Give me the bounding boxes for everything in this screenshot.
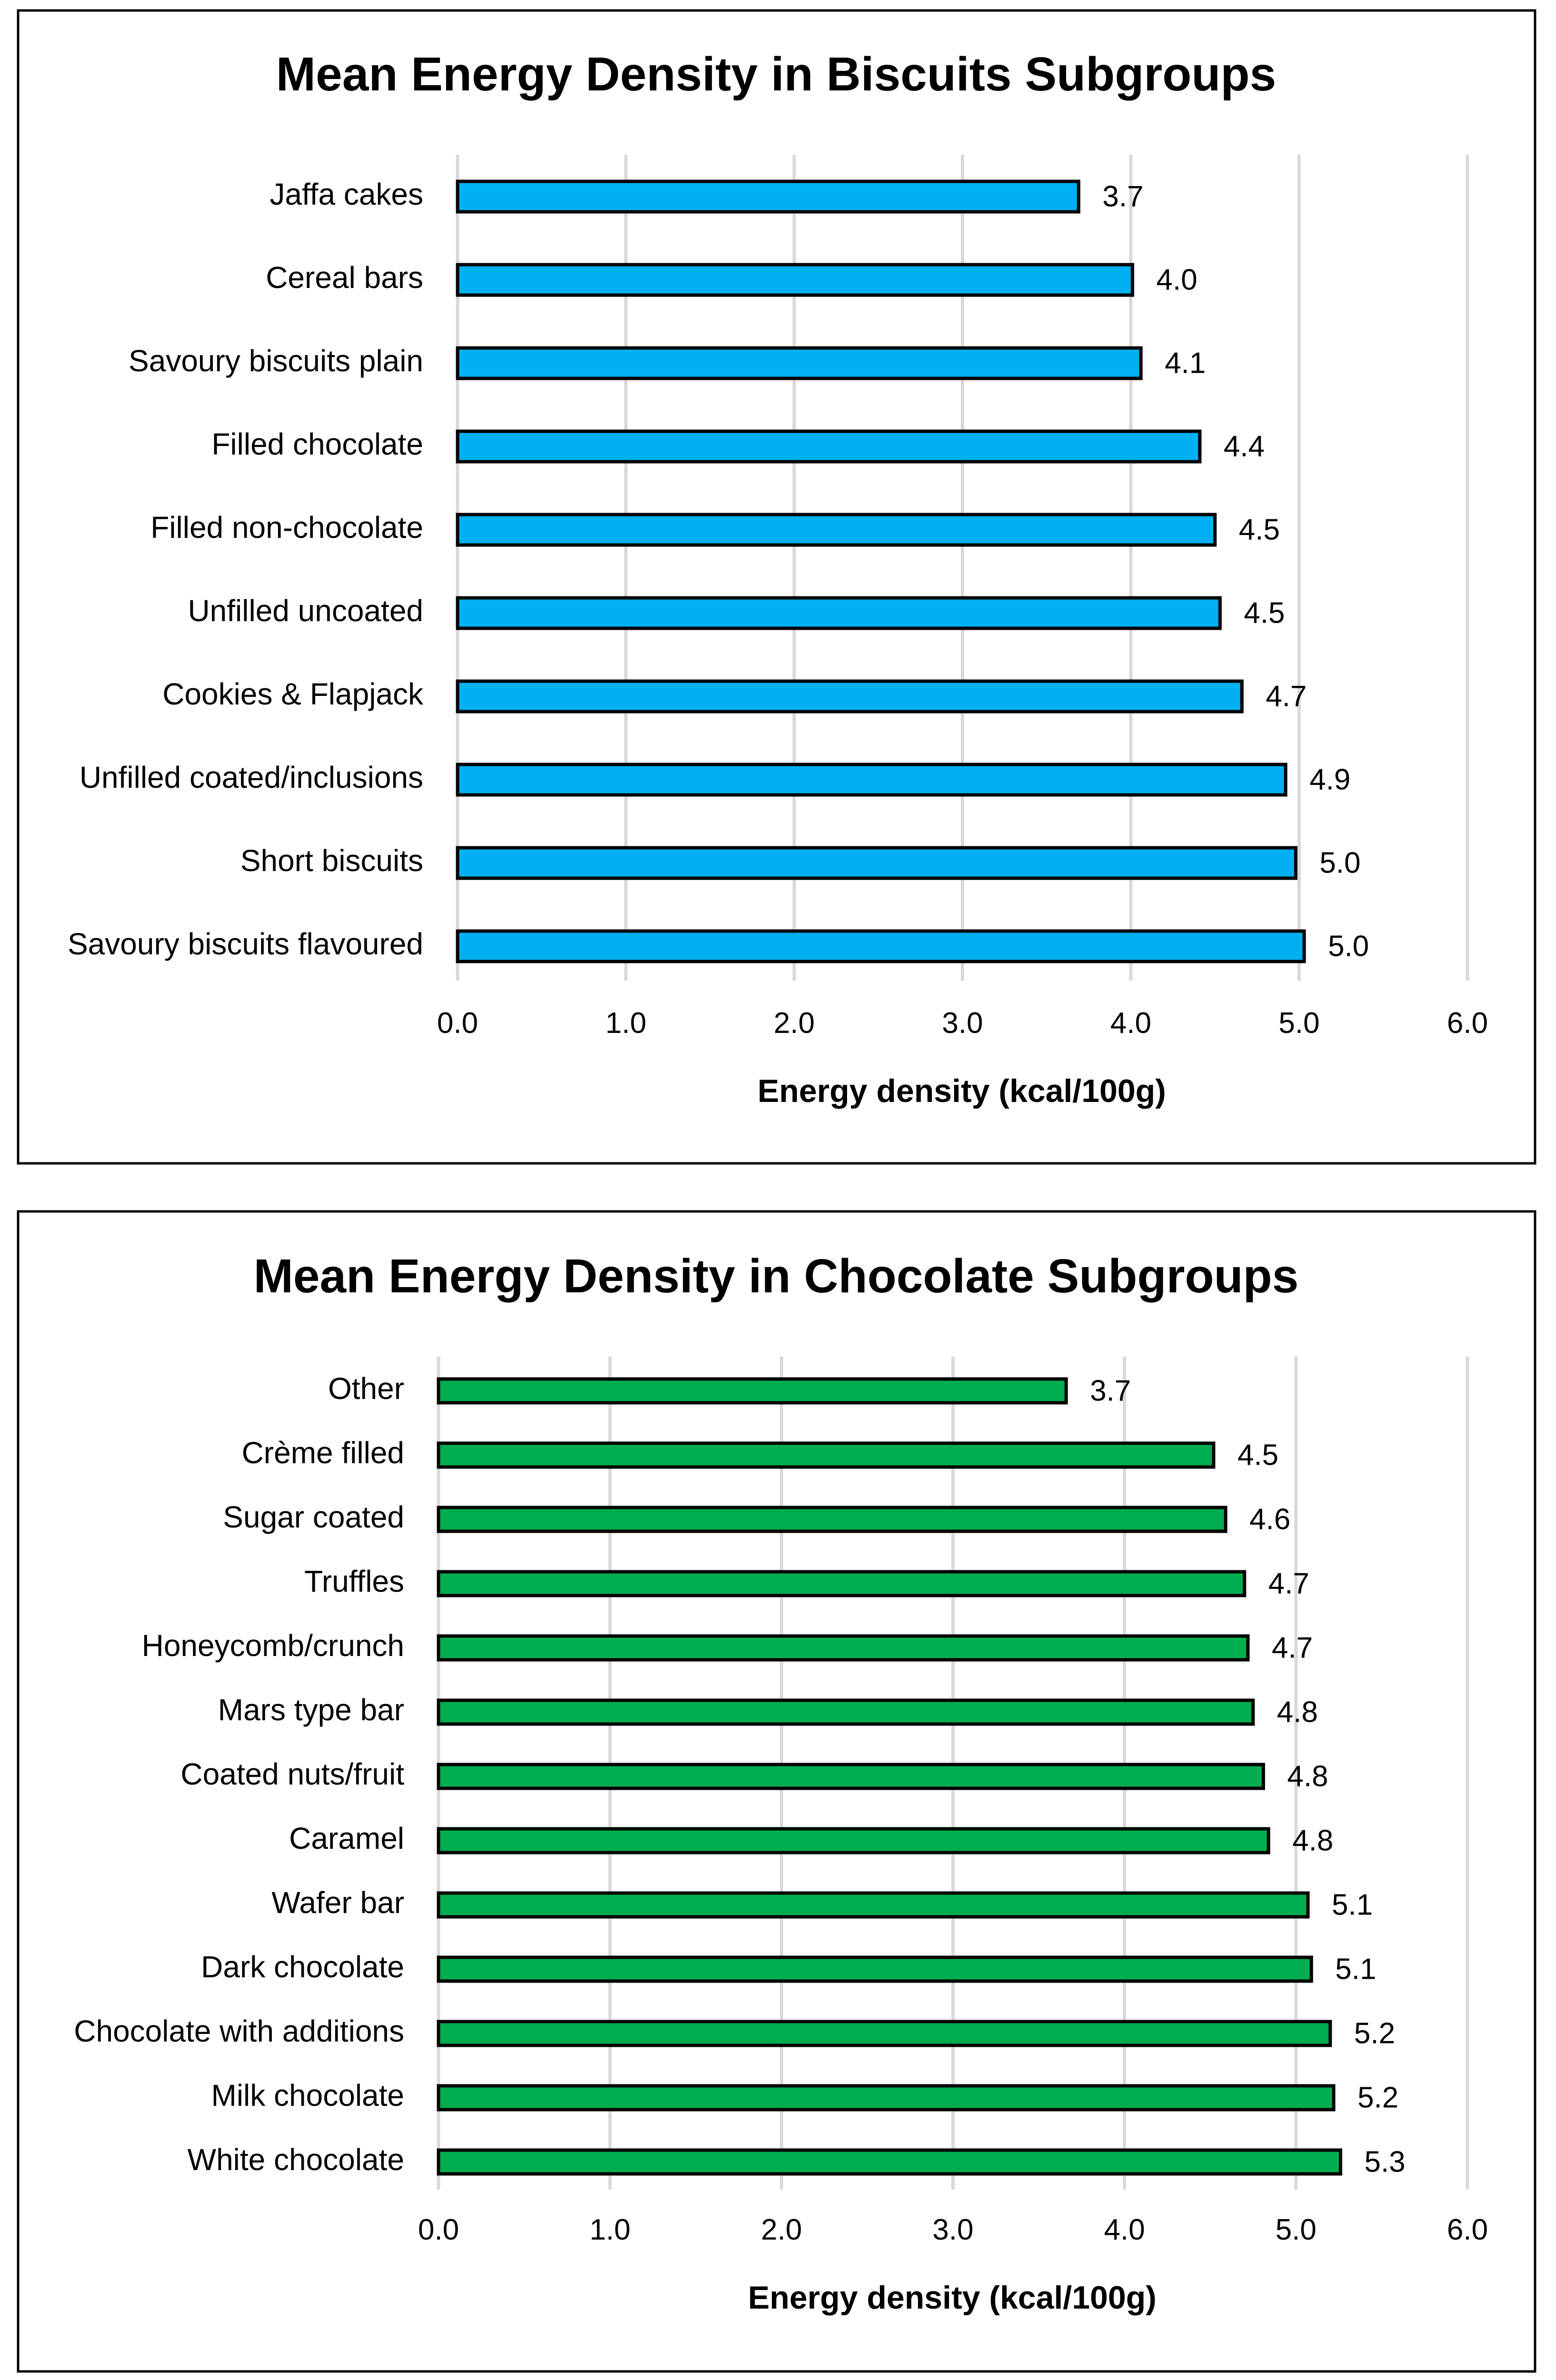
data-label: 5.2 — [1354, 2017, 1395, 2050]
data-label: 4.5 — [1244, 596, 1285, 629]
bar — [437, 1634, 1250, 1662]
data-label: 5.1 — [1332, 1888, 1373, 1921]
category-label: Crème filled — [242, 1436, 404, 1470]
chocolate-panel-frame — [17, 1210, 1536, 2373]
x-tick-label: 3.0 — [932, 2213, 973, 2246]
bar — [437, 1891, 1310, 1919]
category-label: Filled non-chocolate — [150, 510, 423, 545]
x-axis-label: Energy density (kcal/100g) — [758, 1073, 1166, 1109]
x-axis-label: Energy density (kcal/100g) — [748, 2280, 1157, 2316]
chocolate-chart: Mean Energy Density in Chocolate Subgrou… — [74, 1250, 1488, 2316]
chart-title: Mean Energy Density in Biscuits Subgroup… — [276, 48, 1276, 101]
data-label: 3.7 — [1102, 180, 1143, 213]
bar — [437, 1570, 1247, 1597]
category-label: Jaffa cakes — [269, 177, 423, 211]
category-label: Savoury biscuits flavoured — [68, 927, 423, 961]
category-label: Short biscuits — [240, 843, 423, 878]
bar — [437, 1827, 1270, 1854]
data-label: 4.8 — [1292, 1824, 1333, 1857]
category-label: Wafer bar — [271, 1885, 404, 1920]
data-label: 4.8 — [1287, 1760, 1328, 1793]
x-tick-label: 4.0 — [1104, 2213, 1145, 2246]
x-tick-label: 3.0 — [942, 1007, 983, 1040]
bar — [456, 679, 1244, 714]
data-label: 4.5 — [1239, 513, 1280, 546]
x-tick-label: 1.0 — [605, 1007, 646, 1040]
category-label: Savoury biscuits plain — [129, 344, 423, 378]
bar — [456, 263, 1135, 297]
data-label: 4.0 — [1157, 263, 1197, 296]
category-label: Other — [328, 1371, 404, 1406]
bar — [456, 929, 1306, 963]
biscuits-chart: Mean Energy Density in Biscuits Subgroup… — [68, 48, 1488, 1109]
bar — [437, 1955, 1313, 1983]
x-tick-label: 0.0 — [418, 2213, 459, 2246]
category-label: White chocolate — [188, 2142, 404, 2177]
bar — [437, 2148, 1342, 2176]
bar — [437, 1441, 1216, 1469]
category-label: Honeycomb/crunch — [142, 1628, 404, 1663]
data-label: 4.6 — [1249, 1503, 1290, 1536]
x-tick-label: 2.0 — [761, 2213, 802, 2246]
category-label: Coated nuts/fruit — [180, 1757, 404, 1791]
data-label: 5.3 — [1364, 2145, 1405, 2178]
bar — [456, 513, 1217, 547]
x-tick-label: 5.0 — [1276, 2213, 1317, 2246]
category-label: Cookies & Flapjack — [162, 677, 424, 711]
data-label: 5.0 — [1319, 846, 1360, 879]
chart-title: Mean Energy Density in Chocolate Subgrou… — [254, 1250, 1299, 1303]
bar — [437, 1506, 1227, 1533]
bar — [437, 2084, 1336, 2112]
category-label: Milk chocolate — [211, 2078, 405, 2112]
bar — [456, 596, 1222, 630]
x-tick-label: 2.0 — [774, 1007, 815, 1040]
category-label: Chocolate with additions — [74, 2014, 404, 2048]
category-label: Unfilled coated/inclusions — [80, 760, 423, 794]
x-tick-label: 6.0 — [1447, 1007, 1488, 1040]
data-label: 4.1 — [1165, 347, 1206, 379]
bar — [456, 763, 1287, 797]
data-label: 4.7 — [1268, 1567, 1309, 1600]
category-label: Dark chocolate — [201, 1950, 404, 1984]
bar — [456, 179, 1080, 214]
category-label: Filled chocolate — [211, 427, 423, 461]
x-tick-label: 0.0 — [437, 1007, 478, 1040]
bar — [437, 1763, 1265, 1790]
category-label: Mars type bar — [218, 1693, 404, 1727]
data-label: 4.8 — [1277, 1696, 1318, 1728]
category-label: Sugar coated — [223, 1500, 404, 1534]
bar — [437, 1377, 1068, 1405]
data-label: 4.7 — [1272, 1631, 1313, 1664]
bar — [456, 346, 1143, 380]
data-label: 5.2 — [1357, 2081, 1398, 2114]
data-label: 4.9 — [1309, 763, 1350, 796]
x-tick-label: 5.0 — [1278, 1007, 1319, 1040]
category-label: Truffles — [304, 1564, 404, 1598]
category-label: Cereal bars — [266, 260, 423, 295]
category-label: Caramel — [289, 1821, 404, 1855]
bar — [456, 846, 1297, 880]
data-label: 5.1 — [1335, 1953, 1376, 1985]
category-label: Unfilled uncoated — [188, 594, 423, 628]
x-tick-label: 1.0 — [589, 2213, 630, 2246]
bar — [456, 429, 1202, 464]
data-label: 3.7 — [1090, 1374, 1131, 1407]
bar — [437, 1698, 1255, 1726]
bar — [437, 2020, 1332, 2047]
data-label: 4.4 — [1224, 430, 1265, 463]
data-label: 4.5 — [1237, 1438, 1278, 1471]
x-tick-label: 6.0 — [1447, 2213, 1488, 2246]
x-tick-label: 4.0 — [1110, 1007, 1151, 1040]
data-label: 4.7 — [1266, 680, 1307, 713]
data-label: 5.0 — [1328, 930, 1369, 962]
